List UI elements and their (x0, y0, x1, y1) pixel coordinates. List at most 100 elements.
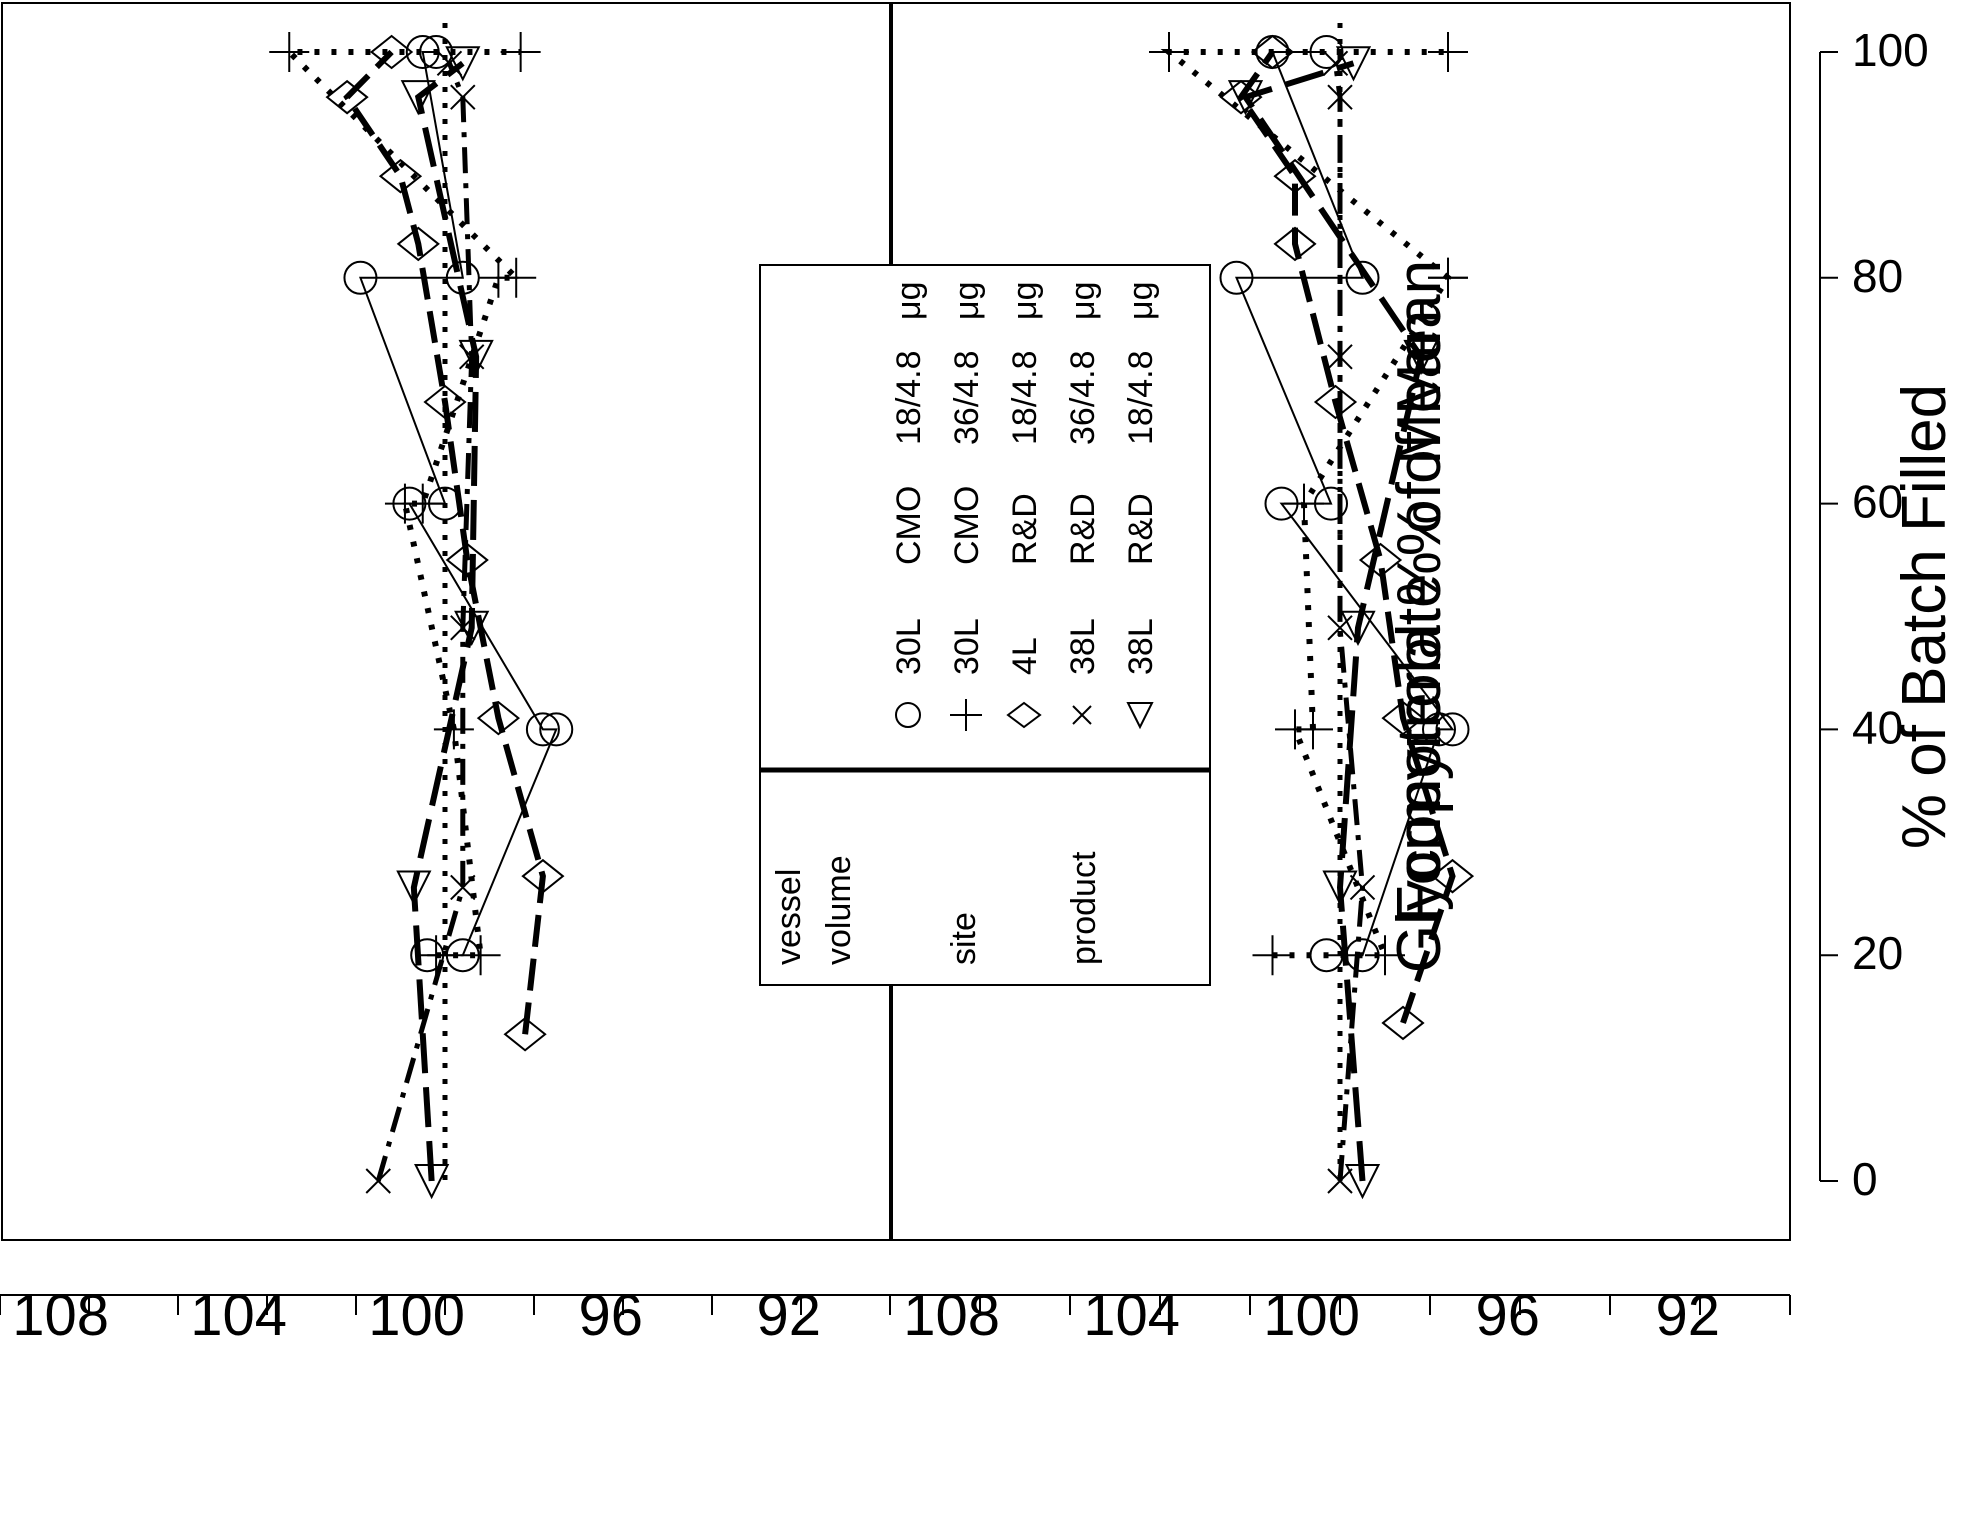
panel-1-series-s1-point (343, 260, 378, 295)
x-tick-label: 0 (1852, 1153, 1878, 1205)
panel-2-series-s1-point (1309, 35, 1344, 69)
panel-2-series-s2-point (1428, 32, 1468, 72)
panel-2-series-s4-line (1333, 62, 1366, 1182)
panel-2-series-s5-point (1403, 339, 1439, 376)
panel-1-series-s2-point (460, 935, 501, 976)
legend-product: 36/4.8 (948, 350, 986, 445)
legend-site: R&D (1064, 493, 1102, 565)
panel-2-series-s3-point (1358, 542, 1403, 578)
panel-2-series-s5-line (1240, 60, 1425, 1182)
legend-unit: μg (1122, 282, 1160, 321)
panel-1-series-s2-point (496, 257, 537, 298)
legend-product: 18/4.8 (890, 350, 928, 445)
panel-2-y-tick-label: 96 (1475, 1283, 1540, 1348)
legend-volume: 4L (1006, 637, 1044, 675)
legend-marker-circle (895, 702, 921, 728)
panel-2-series-s2-point (1284, 483, 1324, 524)
panel-2-series-s4-point (1327, 1168, 1353, 1194)
legend-site: R&D (1122, 493, 1160, 565)
panel-2-series-s3-point (1219, 79, 1263, 115)
panel-1-series-s5-point (445, 46, 481, 82)
panel-2-y-tick-label: 100 (1263, 1283, 1360, 1348)
x-tick-label: 40 (1852, 701, 1903, 753)
legend-header-volume: volume (820, 855, 858, 965)
legend-marker-diamond (1006, 701, 1042, 729)
panel-2-y-tick-label: 104 (1083, 1283, 1180, 1348)
legend-unit: μg (1006, 282, 1044, 321)
legend-unit: μg (948, 282, 986, 321)
panel-1-y-tick-label: 100 (368, 1283, 465, 1348)
panel-2-series-s5-point (1340, 610, 1376, 647)
panel-2-series-s3-point (1430, 858, 1475, 894)
panel-2-y-tick-label: 92 (1655, 1283, 1720, 1348)
panel-2-series-s2-point (1365, 935, 1405, 976)
panel-2-series-s2-point (1293, 709, 1333, 750)
legend-site: R&D (1006, 493, 1044, 565)
panel-2-series-s5-point (1344, 1164, 1381, 1200)
panel-2-series-s1-point (1435, 712, 1470, 747)
legend-volume: 30L (948, 618, 986, 675)
panel-1-series-s3-point (423, 384, 467, 420)
panel-2-series-s3-point (1273, 158, 1317, 194)
panel-1-series-s4-point (450, 874, 476, 901)
panel-2-series-s2-point (1428, 257, 1468, 298)
panel-2-series-s4-point (1349, 874, 1376, 901)
x-axis-title: % of Batch Filled (1890, 384, 1959, 849)
legend-site: CMO (948, 486, 986, 565)
panel-1-series-s2-point (402, 483, 443, 524)
legend-volume: 30L (890, 618, 928, 675)
panel-2-series-s5-point (1322, 870, 1358, 906)
panel-2-y-axis-title: Formoterol % of Mean (1385, 310, 1454, 923)
panel-2-series-s3-line (1237, 50, 1456, 1024)
legend-volume: 38L (1064, 618, 1102, 675)
panel-1-series-s2-point (416, 935, 457, 976)
panel-1-series-s3-point (521, 858, 565, 894)
x-tick-label: 100 (1852, 24, 1929, 76)
panel-2-series-s2-point (1149, 32, 1189, 72)
panel-1-series-s3-point (445, 542, 489, 578)
panel-1-y-tick-label: 96 (578, 1283, 643, 1348)
panel-1-series-s5-point (400, 80, 436, 116)
legend-unit: μg (1064, 282, 1102, 321)
rotated-figure: vessel volume site product 30L CMO 18/4.8 μg 30L… (0, 2, 1959, 1348)
panel-1-series-s3-point (476, 700, 521, 736)
panel-2-series-s1-point (1422, 712, 1456, 747)
legend-box (759, 264, 1211, 986)
panel-2-series-s1-point (1219, 260, 1254, 295)
panel-2-series-s4-point (1327, 344, 1353, 370)
panel-2-series-s3-point (1250, 34, 1295, 70)
panel-2-series-s3-point (1381, 1005, 1425, 1041)
panel-2-series-s3-point (1313, 384, 1358, 420)
panel-2-series-s5-point (1335, 46, 1372, 82)
legend-unit: μg (890, 282, 928, 321)
panel-1-series-s4-point (365, 1168, 391, 1194)
panel-1-y-tick-label: 92 (756, 1283, 821, 1348)
panel-1-series-s5-point (414, 1164, 450, 1200)
x-tick-label: 80 (1852, 250, 1903, 302)
legend-marker-triangle (1126, 702, 1154, 730)
legend-volume: 38L (1122, 618, 1160, 675)
panel-1-series-s3-point (325, 79, 369, 115)
panel-1-series-s1-point (419, 35, 454, 69)
panel-1-series-s5-point (454, 610, 490, 647)
panel-1-series-s4-line (375, 62, 475, 1182)
legend-site: CMO (890, 486, 928, 565)
panel-1-series-s4-point (450, 84, 476, 110)
panel-1-series-s2-point (433, 709, 474, 750)
legend-product: 36/4.8 (1064, 350, 1102, 445)
panel-1-series-s3-point (396, 226, 440, 262)
panel-1-y-tick-label: 104 (190, 1283, 287, 1348)
panel-2-series-s4-point (1327, 84, 1353, 110)
legend-header-site: site (945, 912, 983, 965)
panel-1-series-s1-point (539, 712, 574, 747)
x-tick-label: 60 (1852, 476, 1903, 528)
panel-2-series-s1-point (1345, 260, 1380, 295)
panel-2-series-s5-point (1227, 80, 1264, 116)
panel-1-series-s3-point (378, 158, 423, 194)
panel-2-series-s3-point (1381, 700, 1425, 736)
panel-2-series-s2-point (1252, 935, 1293, 976)
legend-product: 18/4.8 (1006, 350, 1044, 445)
legend-product: 18/4.8 (1122, 350, 1160, 445)
